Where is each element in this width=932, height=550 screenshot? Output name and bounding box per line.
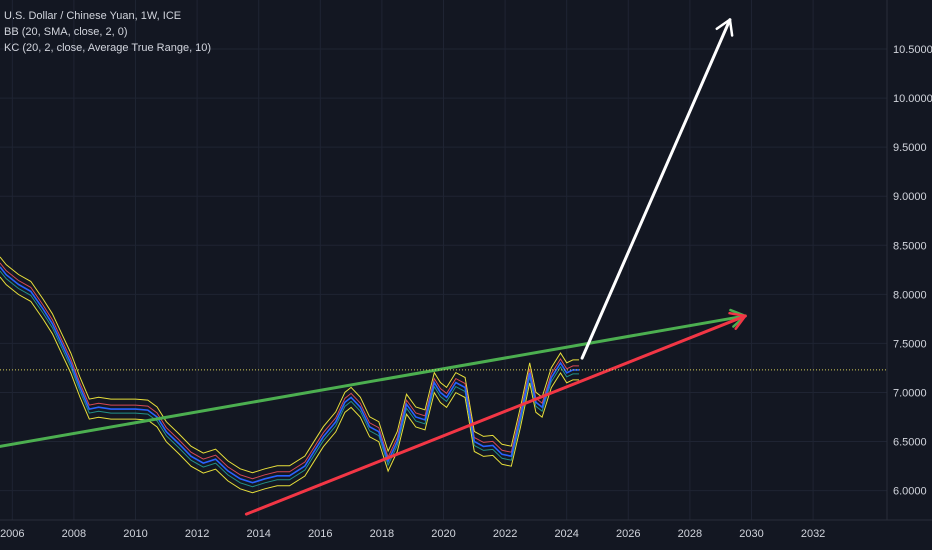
bollinger-upper (0, 262, 579, 480)
chart-legend: U.S. Dollar / Chinese Yuan, 1W, ICE BB (… (4, 8, 211, 56)
time-axis[interactable]: 2006 2008 2010 2012 2014 2016 2018 2020 2022 2024… (0, 528, 825, 540)
x-tick-label: 2022 (493, 528, 517, 540)
y-tick-label: 9.0000 (893, 191, 927, 203)
keltner-upper (0, 256, 579, 474)
y-tick-label: 6.5000 (893, 437, 927, 449)
price-line[interactable] (0, 266, 579, 484)
y-tick-label: 10.0000 (893, 93, 932, 105)
red-support-arrowhead (728, 311, 747, 330)
price-axis[interactable]: 6.0000 6.5000 7.0000 7.5000 8.0000 8.5000 9.00… (893, 44, 932, 498)
y-tick-label: 10.5000 (893, 44, 932, 56)
y-tick-label: 7.5000 (893, 338, 927, 350)
x-tick-label: 2024 (554, 528, 578, 540)
x-tick-label: 2010 (123, 528, 147, 540)
legend-keltner-channels[interactable]: KC (20, 2, close, Average True Range, 10… (4, 42, 212, 54)
x-tick-label: 2012 (185, 528, 209, 540)
chart-series (0, 256, 579, 494)
chart-grid (0, 0, 887, 520)
x-tick-label: 2020 (431, 528, 455, 540)
y-tick-label: 7.0000 (893, 387, 927, 399)
keltner-lower (0, 276, 579, 494)
x-tick-label: 2016 (308, 528, 332, 540)
x-tick-label: 2008 (62, 528, 86, 540)
y-tick-label: 9.5000 (893, 142, 927, 154)
x-tick-label: 2030 (739, 528, 763, 540)
y-tick-label: 6.0000 (893, 486, 927, 498)
white-projection-arrow-line[interactable] (580, 18, 732, 360)
red-support-line[interactable] (244, 314, 747, 516)
x-tick-label: 2018 (370, 528, 394, 540)
x-tick-label: 2014 (246, 528, 270, 540)
y-tick-label: 8.0000 (893, 289, 927, 301)
legend-bollinger-bands[interactable]: BB (20, SMA, close, 2, 0) (4, 26, 128, 38)
white-projection-arrow-arrowhead (715, 18, 734, 37)
x-tick-label: 2032 (801, 528, 825, 540)
x-tick-label: 2026 (616, 528, 640, 540)
legend-symbol[interactable]: U.S. Dollar / Chinese Yuan, 1W, ICE (4, 10, 182, 22)
y-tick-label: 8.5000 (893, 240, 927, 252)
x-tick-label: 2028 (678, 528, 702, 540)
x-tick-label: 2006 (0, 528, 24, 540)
green-resistance-line[interactable] (0, 314, 747, 448)
bollinger-lower (0, 270, 579, 488)
chart-trendlines (0, 18, 747, 516)
